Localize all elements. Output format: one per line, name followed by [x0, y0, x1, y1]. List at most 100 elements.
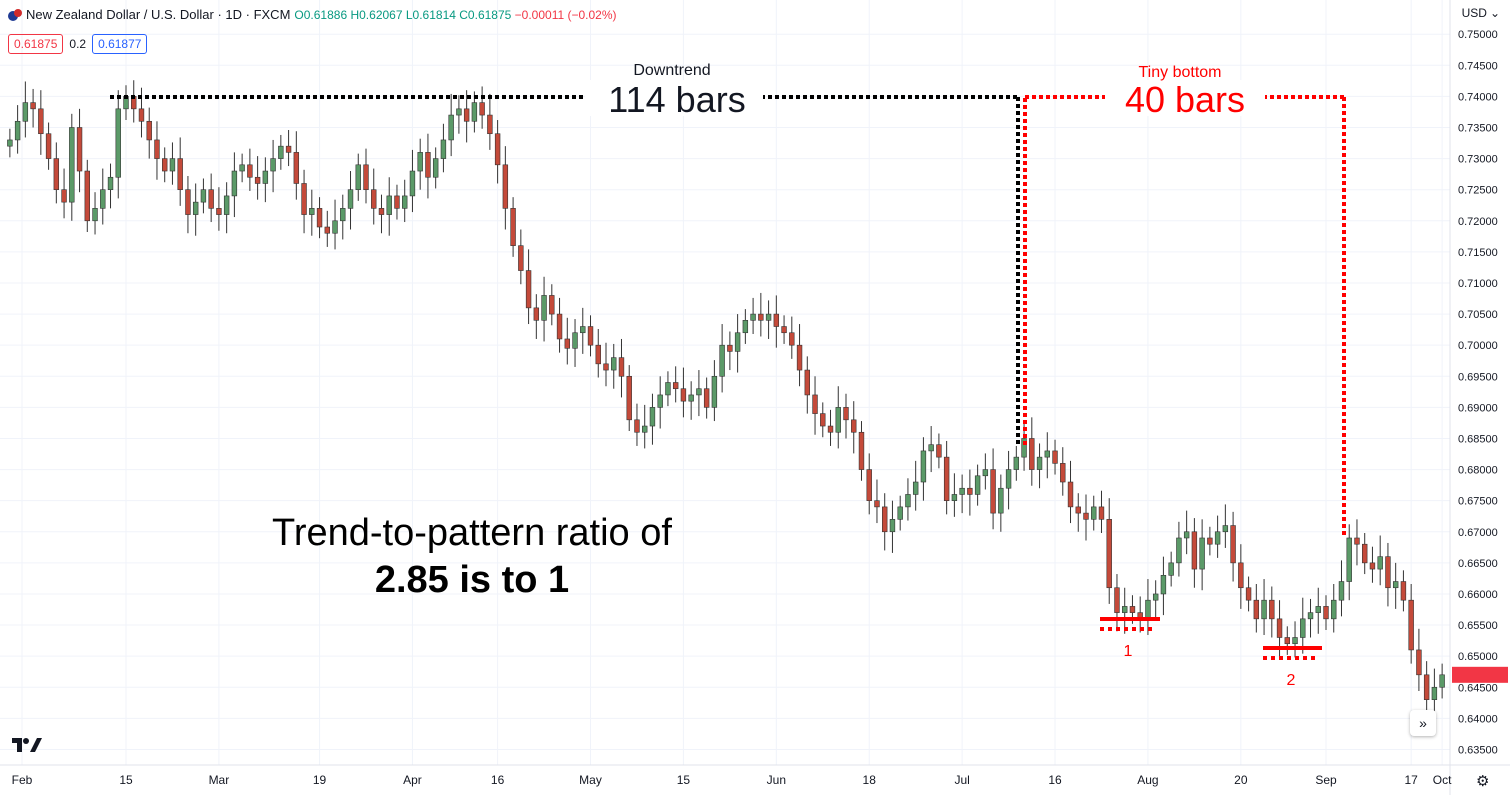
candle-body — [1269, 599, 1275, 620]
candle-body — [1300, 618, 1306, 638]
candle-body — [1067, 481, 1074, 508]
nz-flag-icon — [8, 8, 22, 22]
candle-body — [1098, 506, 1105, 520]
downtrend-label: Downtrend — [633, 62, 710, 79]
x-tick-label: 19 — [313, 773, 327, 787]
x-tick-label: Jul — [954, 773, 969, 787]
candle-body — [285, 145, 292, 153]
bid-button[interactable]: 0.61875 — [8, 34, 64, 54]
candle-body — [642, 425, 648, 433]
candle-body — [804, 369, 810, 396]
candle-body — [146, 120, 152, 141]
candle-body — [107, 176, 114, 190]
candle-body — [340, 208, 346, 222]
candle-body — [843, 407, 849, 421]
y-tick-label: 0.68000 — [1458, 465, 1498, 477]
candle-body — [494, 133, 501, 166]
bid-ask[interactable]: 0.61875 0.2 0.61877 — [8, 34, 148, 54]
candle-body — [1377, 556, 1383, 570]
candle-body — [1331, 599, 1337, 620]
candle-body — [247, 164, 253, 178]
candle-body — [92, 208, 98, 222]
candle-body — [100, 189, 106, 209]
candle-body — [278, 145, 284, 159]
gear-icon[interactable]: ⚙ — [1476, 773, 1490, 790]
candle-body — [1036, 456, 1043, 470]
ohlc-values: O0.61886 H0.62067 L0.61814 C0.61875 −0.0… — [294, 8, 616, 22]
candle-body — [30, 102, 36, 110]
candle-body — [649, 407, 656, 427]
candle-body — [1253, 599, 1260, 620]
x-tick-label: Feb — [12, 773, 33, 787]
candle-body — [703, 388, 710, 408]
high-value: H0.62067 — [350, 7, 403, 22]
symbol-title[interactable]: New Zealand Dollar / U.S. Dollar · 1D · … — [26, 7, 291, 22]
currency-label: USD — [1461, 6, 1487, 20]
candle-body — [409, 170, 416, 197]
candle-body — [301, 183, 307, 215]
candle-body — [680, 388, 687, 402]
candle-body — [425, 152, 431, 178]
x-tick-label: 15 — [677, 773, 691, 787]
candle-body — [1385, 556, 1391, 589]
y-tick-label: 0.67000 — [1458, 527, 1498, 539]
candle-body — [69, 127, 75, 203]
candle-body — [556, 313, 563, 340]
candle-body — [378, 208, 385, 215]
marker-2: 2 — [1287, 672, 1296, 689]
price-axis[interactable]: 0.75000 0.74500 0.74000 0.73500 0.73000 0.725… — [1449, 0, 1510, 795]
currency-selector[interactable]: USD ⌄ — [1462, 6, 1500, 20]
ask-button[interactable]: 0.61877 — [92, 34, 148, 54]
y-tick-label: 0.72500 — [1458, 185, 1498, 197]
candle-body — [889, 519, 896, 533]
candle-body — [177, 158, 183, 190]
spread-value: 0.2 — [69, 37, 87, 51]
candle-body — [14, 120, 21, 141]
marker-1: 1 — [1124, 643, 1133, 660]
candle-body — [1346, 537, 1352, 582]
double-chevron-right-icon: » — [1419, 715, 1427, 731]
y-tick-label: 0.71000 — [1458, 278, 1498, 290]
candle-body — [1416, 649, 1422, 676]
candle-body — [518, 245, 524, 271]
candle-body — [572, 332, 578, 349]
candle-body — [355, 164, 361, 190]
candle-body — [347, 189, 354, 209]
candle-body — [76, 127, 83, 172]
candle-body — [742, 320, 749, 334]
candle-body — [1362, 543, 1368, 564]
y-tick-label: 0.73000 — [1458, 154, 1498, 166]
y-tick-label: 0.69500 — [1458, 371, 1498, 383]
tradingview-logo-icon[interactable] — [12, 736, 42, 760]
candle-body — [773, 313, 780, 327]
candle-body — [1439, 674, 1445, 688]
candle-body — [502, 164, 509, 209]
candle-body — [541, 295, 547, 321]
y-tick-label: 0.67500 — [1458, 496, 1498, 508]
symbol-legend[interactable]: New Zealand Dollar / U.S. Dollar · 1D · … — [8, 7, 617, 22]
candle-body — [53, 158, 60, 190]
candle-body — [789, 332, 795, 346]
candle-body — [510, 208, 516, 246]
candle-body — [781, 326, 787, 334]
time-axis[interactable]: Feb 15 Mar 19 Apr 16 May 15 Jun 18 Jul 16 Aug 20 Sep 17… — [0, 764, 1510, 787]
y-tick-label: 0.73500 — [1458, 123, 1498, 135]
candle-body — [1122, 606, 1128, 613]
candle-body — [626, 375, 632, 421]
candle-body — [324, 226, 330, 234]
candle-body — [1207, 537, 1213, 545]
y-tick-label: 0.65000 — [1458, 651, 1498, 663]
candle-body — [1199, 537, 1205, 570]
candle-body — [1230, 525, 1236, 564]
candle-body — [564, 338, 570, 349]
candle-body — [448, 114, 454, 141]
candle-body — [549, 295, 555, 315]
scroll-to-realtime-button[interactable]: » — [1410, 710, 1436, 736]
x-tick-label: 18 — [863, 773, 877, 787]
candle-body — [897, 506, 903, 520]
last-price-tag — [1452, 666, 1508, 683]
candle-body — [216, 208, 222, 215]
candle-body — [84, 170, 90, 222]
candle-body — [1191, 531, 1198, 570]
